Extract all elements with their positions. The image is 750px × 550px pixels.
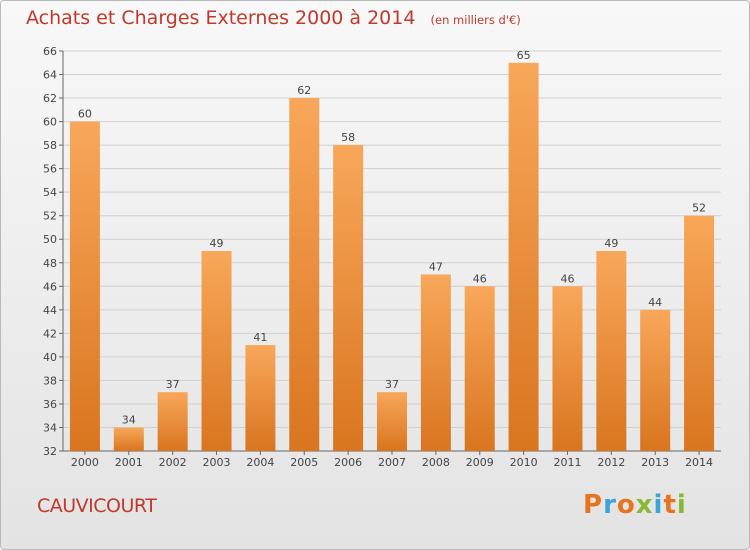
y-tick-label: 54 (43, 186, 57, 199)
logo-letter: i (676, 490, 687, 520)
bar-2009 (464, 286, 495, 451)
x-tick-label: 2012 (597, 456, 625, 469)
commune-name: CAUVICOURT (37, 495, 157, 517)
bar-2014 (684, 215, 715, 451)
y-tick-label: 62 (43, 92, 57, 105)
data-label-2004: 41 (253, 331, 267, 344)
x-tick-label: 2001 (115, 456, 143, 469)
bar-2005 (289, 98, 320, 451)
bar-2010 (508, 62, 539, 451)
x-tick-label: 2014 (685, 456, 713, 469)
y-tick-label: 56 (43, 163, 57, 176)
data-label-2011: 46 (560, 272, 574, 285)
bar-2012 (596, 251, 627, 451)
data-label-2007: 37 (385, 378, 399, 391)
x-tick-label: 2005 (290, 456, 318, 469)
bar-2000 (69, 121, 100, 452)
y-tick-label: 44 (43, 304, 57, 317)
x-tick-label: 2003 (203, 456, 231, 469)
y-tick-label: 48 (43, 257, 57, 270)
x-tick-label: 2011 (553, 456, 581, 469)
bar-2002 (157, 392, 188, 451)
bar-2008 (420, 274, 451, 451)
bar-2006 (333, 145, 364, 451)
logo-letter: r (603, 490, 617, 520)
logo-letter: t (663, 490, 677, 520)
data-label-2014: 52 (692, 202, 706, 215)
y-tick-label: 52 (43, 210, 57, 223)
y-tick-label: 32 (43, 445, 57, 458)
y-tick-label: 38 (43, 374, 57, 387)
data-label-2001: 34 (122, 413, 136, 426)
x-tick-label: 2002 (159, 456, 187, 469)
y-tick-label: 46 (43, 280, 57, 293)
y-tick-label: 64 (43, 69, 57, 82)
x-tick-label: 2000 (71, 456, 99, 469)
chart-title: Achats et Charges Externes 2000 à 2014 (26, 7, 416, 29)
x-tick-label: 2008 (422, 456, 450, 469)
y-tick-label: 60 (43, 116, 57, 129)
data-label-2005: 62 (297, 84, 311, 97)
data-label-2003: 49 (210, 237, 224, 250)
data-label-2012: 49 (604, 237, 618, 250)
chart-unit: (en milliers d'€) (430, 13, 521, 27)
data-label-2006: 58 (341, 131, 355, 144)
x-tick-label: 2007 (378, 456, 406, 469)
x-tick-label: 2010 (510, 456, 538, 469)
y-tick-label: 42 (43, 327, 57, 340)
bar-2001 (113, 427, 144, 451)
y-tick-label: 34 (43, 421, 57, 434)
y-tick-label: 50 (43, 233, 57, 246)
bar-2007 (377, 392, 407, 451)
logo-letter: x (635, 490, 654, 520)
y-tick-label: 66 (43, 45, 57, 58)
y-tick-label: 36 (43, 398, 57, 411)
bar-2004 (245, 345, 276, 451)
proxiti-logo[interactable]: Proxiti (583, 490, 687, 520)
logo-letter: i (653, 490, 664, 520)
x-tick-label: 2009 (466, 456, 494, 469)
y-tick-label: 40 (43, 351, 57, 364)
logo-letter: o (616, 490, 636, 520)
x-tick-label: 2006 (334, 456, 362, 469)
data-label-2013: 44 (648, 296, 662, 309)
data-label-2000: 60 (78, 108, 92, 121)
data-label-2010: 65 (517, 49, 531, 62)
bar-2003 (201, 251, 232, 451)
bars (69, 62, 715, 452)
chart-title-block: Achats et Charges Externes 2000 à 2014 (… (26, 7, 521, 29)
data-label-2002: 37 (166, 378, 180, 391)
labels: 32 34 36 38 40 42 44 46 48 50 52 54 56 58 60 62 64 66 2000… (43, 45, 713, 469)
logo-letter: P (583, 490, 604, 520)
x-tick-label: 2013 (641, 456, 669, 469)
data-label-2009: 46 (473, 272, 487, 285)
x-tick-label: 2004 (246, 456, 274, 469)
bar-2013 (640, 309, 671, 451)
bar-2011 (552, 286, 583, 451)
data-label-2008: 47 (429, 261, 443, 274)
y-tick-label: 58 (43, 139, 57, 152)
